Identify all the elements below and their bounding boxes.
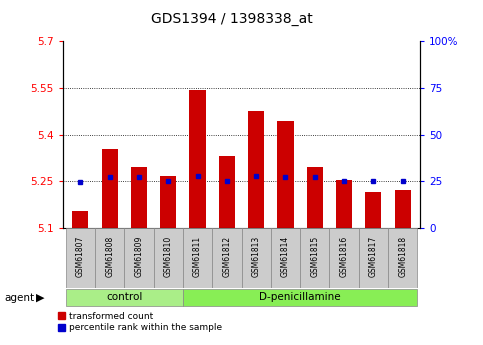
FancyBboxPatch shape — [388, 228, 417, 288]
FancyBboxPatch shape — [242, 228, 271, 288]
FancyBboxPatch shape — [154, 228, 183, 288]
Text: GSM61814: GSM61814 — [281, 236, 290, 277]
Bar — [160, 176, 176, 228]
FancyBboxPatch shape — [183, 289, 417, 306]
Text: GSM61813: GSM61813 — [252, 236, 261, 277]
Text: ▶: ▶ — [36, 293, 45, 303]
FancyBboxPatch shape — [66, 289, 183, 306]
Text: GSM61817: GSM61817 — [369, 236, 378, 277]
Bar — [189, 89, 206, 228]
FancyBboxPatch shape — [124, 228, 154, 288]
Bar — [101, 148, 118, 228]
Text: agent: agent — [5, 293, 35, 303]
Text: GSM61810: GSM61810 — [164, 236, 173, 277]
Legend: transformed count, percentile rank within the sample: transformed count, percentile rank withi… — [57, 312, 223, 332]
FancyBboxPatch shape — [66, 228, 95, 288]
Text: GSM61815: GSM61815 — [310, 236, 319, 277]
Bar — [131, 167, 147, 228]
FancyBboxPatch shape — [359, 228, 388, 288]
Text: GSM61816: GSM61816 — [340, 236, 349, 277]
Text: GSM61808: GSM61808 — [105, 236, 114, 277]
Text: GSM61807: GSM61807 — [76, 236, 85, 277]
Bar — [365, 192, 382, 228]
Text: D-penicillamine: D-penicillamine — [259, 292, 341, 302]
FancyBboxPatch shape — [329, 228, 359, 288]
FancyBboxPatch shape — [212, 228, 242, 288]
FancyBboxPatch shape — [300, 228, 329, 288]
Text: GSM61818: GSM61818 — [398, 236, 407, 277]
Text: GDS1394 / 1398338_at: GDS1394 / 1398338_at — [151, 12, 313, 26]
Bar — [277, 120, 294, 228]
FancyBboxPatch shape — [271, 228, 300, 288]
Text: GSM61812: GSM61812 — [222, 236, 231, 277]
Text: control: control — [106, 292, 142, 302]
Bar — [219, 156, 235, 228]
Text: GSM61809: GSM61809 — [134, 236, 143, 277]
FancyBboxPatch shape — [183, 228, 212, 288]
Bar — [336, 179, 352, 228]
Bar — [72, 210, 88, 228]
Text: GSM61811: GSM61811 — [193, 236, 202, 277]
FancyBboxPatch shape — [95, 228, 124, 288]
Bar — [395, 190, 411, 228]
Bar — [307, 167, 323, 228]
Bar — [248, 111, 264, 228]
